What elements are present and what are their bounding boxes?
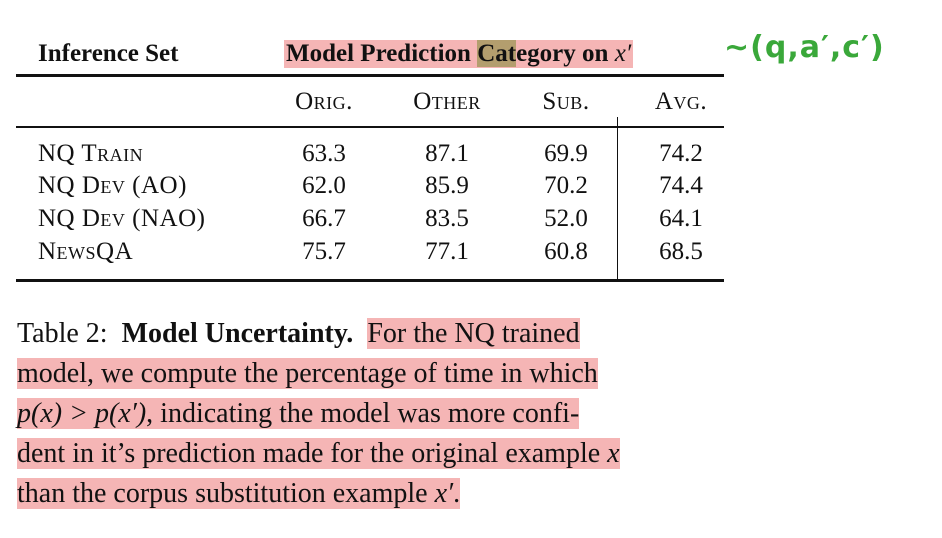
header-group-text-dark-highlight: Cat <box>477 40 517 67</box>
caption-line: p(x) > p(x′), indicating the model was m… <box>17 394 580 434</box>
header-group-text-post: egory on <box>516 40 615 67</box>
caption-text: dent in it’s prediction made for the ori… <box>17 438 608 469</box>
caption-highlight: For the NQ trained <box>367 318 580 349</box>
caption-math-expression: p(x) > p(x′) <box>17 398 147 429</box>
caption-highlight: model, we compute the percentage of time… <box>17 358 598 389</box>
table-cell: 68.5 <box>659 238 703 265</box>
avg-column-divider <box>617 117 618 281</box>
table-cell: 64.1 <box>659 205 703 232</box>
row-label-newsqa: NewsQA <box>38 238 134 265</box>
row-label-nq-dev-ao: NQ Dev (AO) <box>38 172 187 199</box>
table-cell: 77.1 <box>425 238 469 265</box>
caption-highlight: dent in it’s prediction made for the ori… <box>17 438 620 469</box>
caption-variable: x′ <box>434 478 454 509</box>
table-cell: 74.2 <box>659 140 703 167</box>
table-cell: 52.0 <box>544 205 588 232</box>
col-header-other: Other <box>413 88 481 115</box>
results-table: Inference Set Model Prediction Category … <box>16 34 724 282</box>
table-cell: 70.2 <box>544 172 588 199</box>
table-cell: 63.3 <box>302 140 346 167</box>
table-header-rule <box>16 126 724 128</box>
caption-text: than the corpus substitution example <box>17 478 435 509</box>
table-cell: 83.5 <box>425 205 469 232</box>
table-cell: 75.7 <box>302 238 346 265</box>
caption-variable: x <box>607 438 620 469</box>
table-cell: 87.1 <box>425 140 469 167</box>
col-header-orig: Orig. <box>295 88 353 115</box>
caption-line: than the corpus substitution example x′. <box>17 474 461 514</box>
caption-line: model, we compute the percentage of time… <box>17 354 598 394</box>
table-top-rule <box>16 74 724 77</box>
caption-line: Table 2: Model Uncertainty. For the NQ t… <box>17 314 580 354</box>
caption-text: . <box>453 478 461 509</box>
table-bottom-rule <box>16 279 724 282</box>
table-cell: 69.9 <box>544 140 588 167</box>
col-header-sub: Sub. <box>542 88 590 115</box>
table-cell: 60.8 <box>544 238 588 265</box>
caption-prefix: Table 2: <box>17 318 108 349</box>
row-label-nq-train: NQ Train <box>38 140 144 167</box>
col-header-avg: Avg. <box>654 88 708 115</box>
caption-highlight: p(x) > p(x′), indicating the model was m… <box>17 398 580 429</box>
header-group-variable: x′ <box>614 40 632 67</box>
table-cell: 62.0 <box>302 172 346 199</box>
handwritten-annotation: ∼(q,a′,c′) <box>724 30 885 65</box>
table-cell: 85.9 <box>425 172 469 199</box>
header-model-prediction-category: Model Prediction Category on x′ <box>284 40 634 68</box>
header-inference-set: Inference Set <box>38 40 179 67</box>
header-group-text-pre: Model Prediction <box>286 40 478 67</box>
caption-title: Model Uncertainty. <box>121 318 354 349</box>
table-cell: 74.4 <box>659 172 703 199</box>
caption-line: dent in it’s prediction made for the ori… <box>17 434 620 474</box>
row-label-nq-dev-nao: NQ Dev (NAO) <box>38 205 206 232</box>
caption-highlight: than the corpus substitution example x′. <box>17 478 461 509</box>
caption-text: , indicating the model was more confi- <box>146 398 580 429</box>
table-cell: 66.7 <box>302 205 346 232</box>
